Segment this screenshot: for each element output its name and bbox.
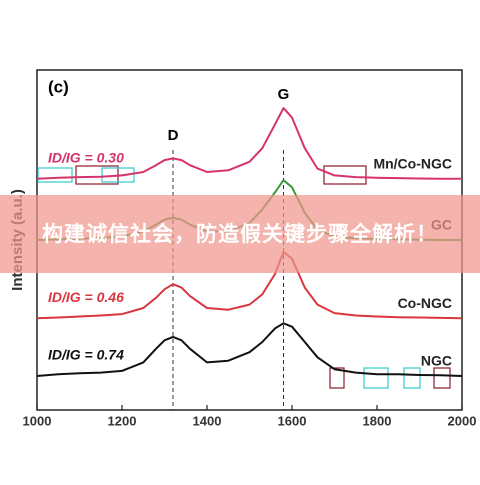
peak-label: G	[278, 86, 290, 103]
banner-text: 构建诚信社会，防造假关键步骤全解析！	[42, 222, 438, 246]
box	[403, 367, 421, 389]
highlight-boxes	[37, 165, 451, 389]
x-tick-label: 1600	[278, 413, 307, 428]
ratio-label: ID/IG = 0.46	[48, 289, 124, 305]
x-tick-label: 1200	[108, 413, 137, 428]
legend-label: Co-NGC	[398, 295, 452, 311]
box	[363, 367, 389, 389]
spectrum-line	[36, 322, 463, 377]
spectrum-line	[36, 107, 462, 180]
ratio-label: ID/IG = 0.30	[48, 150, 124, 166]
ratio-label: ID/IG = 0.74	[48, 347, 124, 363]
box	[433, 367, 451, 389]
box	[323, 165, 367, 185]
x-tick-label: 1800	[363, 413, 392, 428]
x-tick-label: 1000	[23, 413, 52, 428]
panel-label: (c)	[48, 77, 69, 96]
x-tick-label: 1400	[193, 413, 222, 428]
box	[329, 367, 345, 389]
spectrum-line	[36, 250, 463, 320]
box	[101, 167, 135, 183]
peak-label: D	[168, 127, 179, 144]
legend-label: NGC	[421, 353, 452, 369]
legend-label: Mn/Co-NGC	[373, 156, 452, 172]
x-tick-label: 2000	[448, 413, 477, 428]
banner: 构建诚信社会，防造假关键步骤全解析！	[0, 195, 480, 273]
box	[37, 167, 73, 183]
